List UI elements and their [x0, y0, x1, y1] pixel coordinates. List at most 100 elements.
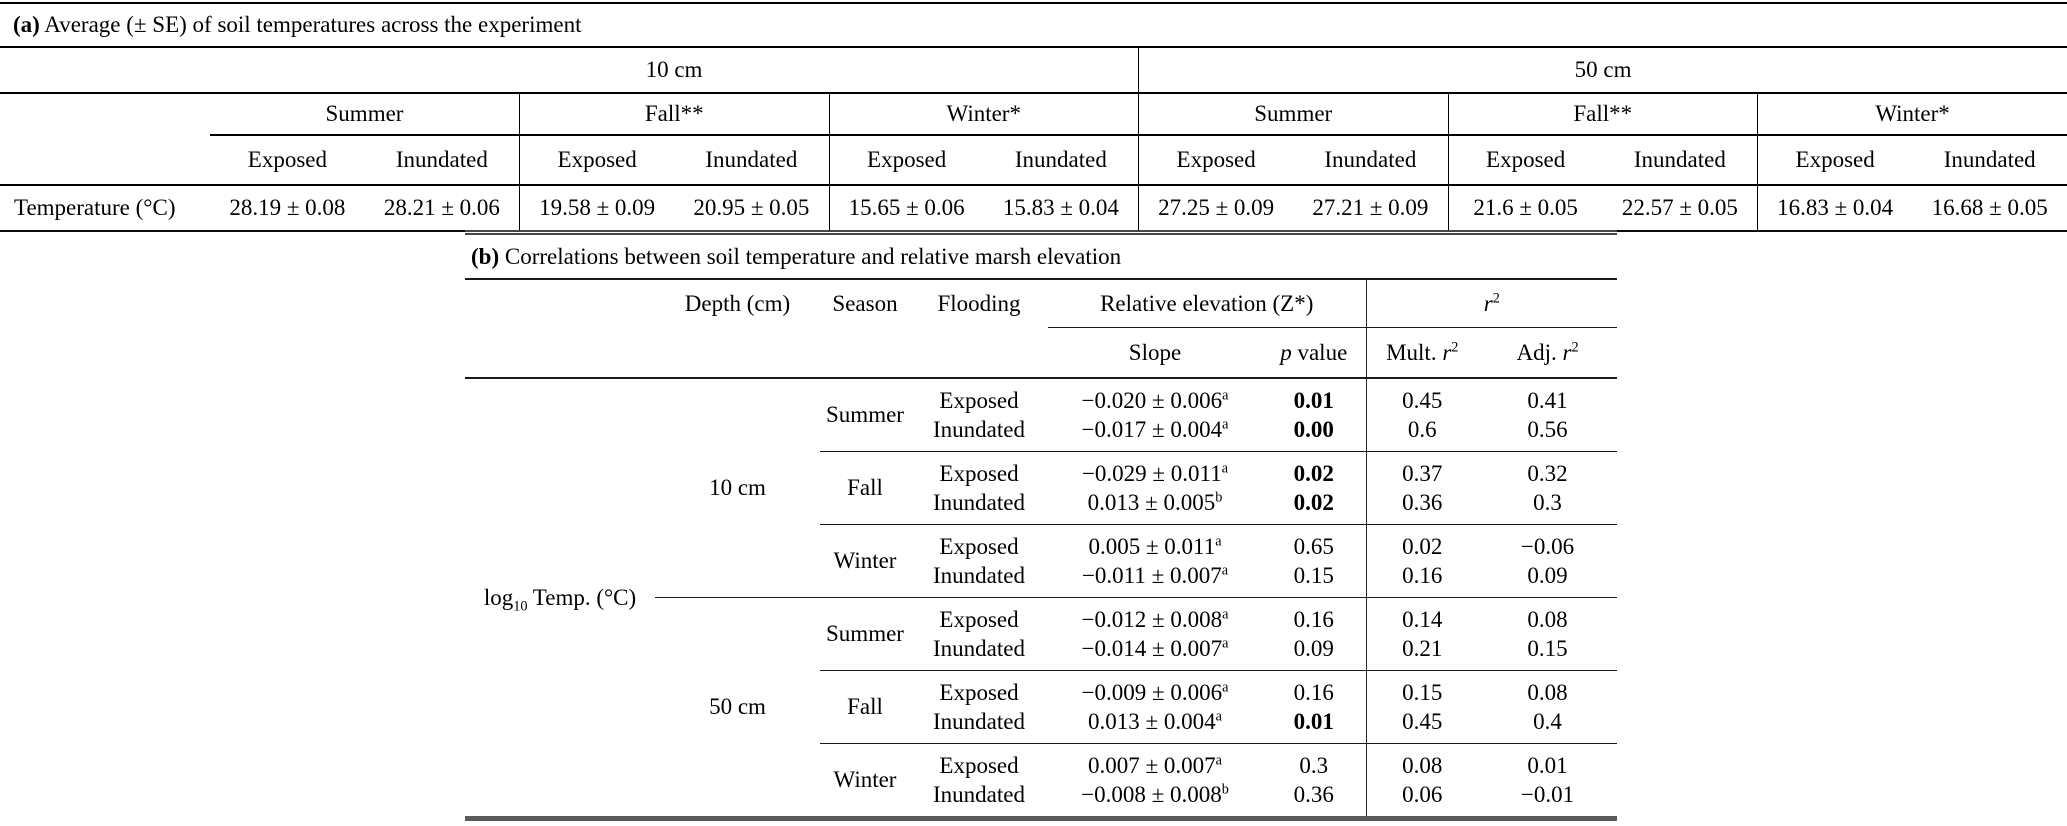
slope-note: a	[1222, 634, 1229, 651]
p-number: 0.3	[1299, 752, 1329, 778]
slope-number: −0.012 ± 0.008	[1081, 606, 1223, 632]
slope-value: −0.008 ± 0.008b	[1048, 780, 1262, 819]
log-rest: Temp. (°C)	[527, 584, 637, 610]
depth-header-50cm: 50 cm	[1138, 47, 2067, 94]
table-a-title: (a) Average (± SE) of soil temperatures …	[0, 3, 2067, 48]
slope-value: 0.007 ± 0.007a	[1048, 743, 1262, 780]
temperature-data-row: Temperature (°C) 28.19 ± 0.08 28.21 ± 0.…	[0, 185, 2067, 232]
p-number: 0.09	[1293, 635, 1334, 661]
flooding-header: Inundated	[674, 135, 829, 186]
row-label-log10-temp: log10 Temp. (°C)	[465, 378, 655, 819]
season-cell: Fall	[820, 451, 910, 525]
slope-number: −0.014 ± 0.007	[1081, 635, 1223, 661]
mult-r2-value: 0.08	[1365, 743, 1478, 780]
p-value: 0.3	[1262, 743, 1366, 780]
empty-cell	[465, 279, 655, 328]
slope-number: 0.005 ± 0.011	[1088, 533, 1216, 559]
table-row: 50 cm Summer Exposed −0.012 ± 0.008a 0.1…	[465, 597, 1618, 819]
adj-r2-value: 0.09	[1527, 562, 1568, 588]
flooding-header: Inundated	[364, 135, 520, 186]
r-symbol: r	[1483, 290, 1493, 316]
flooding-header: Exposed	[1757, 135, 1913, 186]
correlation-table: (b) Correlations between soil temperatur…	[465, 230, 1618, 821]
flooding-cell: Exposed	[910, 743, 1048, 780]
r-exponent: 2	[1451, 338, 1459, 355]
table-b-header-row-2: Slope p value Mult. r2 Adj. r2	[465, 327, 1618, 379]
p-number: 0.02	[1293, 489, 1334, 515]
mult-r2-value: 0.6	[1365, 415, 1478, 452]
slope-value: −0.014 ± 0.007a	[1048, 634, 1262, 671]
season-column-header: Season	[832, 290, 898, 316]
table-a-title-text: Average (± SE) of soil temperatures acro…	[39, 12, 582, 37]
p-number: 0.16	[1293, 679, 1334, 705]
temperature-value: 15.65 ± 0.06	[828, 185, 984, 232]
p-number: 0.15	[1293, 562, 1334, 588]
mult-r2-value: 0.37	[1365, 451, 1478, 488]
p-number: 0.36	[1293, 781, 1334, 807]
temperature-value: 22.57 ± 0.05	[1602, 185, 1758, 232]
slope-number: 0.013 ± 0.004	[1088, 708, 1216, 734]
slope-number: 0.013 ± 0.005	[1087, 489, 1216, 515]
table-row: Fall Exposed −0.009 ± 0.006a 0.16 0.15 0…	[465, 670, 1618, 744]
mult-r2-value: 0.15	[1365, 670, 1478, 707]
temperature-value: 27.25 ± 0.09	[1138, 185, 1294, 232]
season-cell: Winter	[820, 524, 910, 598]
table-row: Inundated 0.013 ± 0.005b 0.02 0.36 0.3	[465, 488, 1617, 525]
slope-note: a	[1215, 707, 1222, 724]
flooding-cell: Exposed	[910, 524, 1048, 561]
empty-cell	[0, 135, 210, 186]
flooding-header: Exposed	[828, 135, 984, 186]
slope-column-header: Slope	[1048, 327, 1262, 379]
flooding-header: Exposed	[1447, 135, 1603, 186]
mult-r2-value: 0.02	[1365, 524, 1478, 561]
depth-cell-50cm: 50 cm	[655, 597, 820, 819]
p-value: 0.09	[1262, 634, 1366, 671]
slope-value: 0.005 ± 0.011a	[1048, 524, 1262, 561]
slope-note: a	[1221, 459, 1229, 476]
table-a-title-row: (a) Average (± SE) of soil temperatures …	[0, 3, 2067, 48]
adj-r2-value: 0.08	[1478, 670, 1618, 707]
slope-value: −0.017 ± 0.004a	[1048, 415, 1262, 452]
r-exponent: 2	[1571, 338, 1579, 355]
flooding-cell: Exposed	[910, 670, 1048, 707]
flooding-cell: Inundated	[933, 781, 1025, 807]
flooding-header-row: Exposed Inundated Exposed Inundated Expo…	[0, 135, 2067, 186]
p-value: 0.01	[1262, 378, 1366, 415]
temperature-value: 27.21 ± 0.09	[1293, 185, 1448, 232]
slope-note: a	[1222, 386, 1229, 403]
slope-note: a	[1221, 561, 1229, 578]
p-number: 0.01	[1293, 708, 1334, 734]
season-header: Fall**	[1447, 93, 1758, 136]
p-word: value	[1291, 339, 1348, 365]
season-header: Summer	[1138, 93, 1448, 136]
mult-r2-column-header: Mult. r2	[1365, 327, 1478, 379]
adj-r2-value: −0.01	[1520, 781, 1575, 807]
p-value: 0.02	[1262, 451, 1366, 488]
flooding-cell: Exposed	[910, 451, 1048, 488]
p-number: 0.02	[1293, 460, 1334, 486]
adj-r2-value: 0.3	[1533, 489, 1562, 515]
adj-r2-value: 0.15	[1527, 635, 1568, 661]
p-value: 0.01	[1262, 707, 1366, 744]
season-cell: Winter	[820, 743, 910, 819]
temperature-value: 21.6 ± 0.05	[1447, 185, 1603, 232]
slope-note: a	[1222, 605, 1229, 622]
flooding-header: Exposed	[1138, 135, 1294, 186]
flooding-cell: Exposed	[939, 387, 1019, 413]
temperature-value: 16.68 ± 0.05	[1912, 185, 2067, 232]
flooding-cell: Exposed	[910, 597, 1048, 634]
p-value: 0.65	[1262, 524, 1366, 561]
adj-r2-value: 0.08	[1478, 597, 1618, 634]
slope-note: b	[1221, 780, 1229, 797]
r-symbol: r	[1562, 339, 1572, 365]
slope-value: −0.020 ± 0.006a	[1048, 378, 1262, 415]
temperature-value: 19.58 ± 0.09	[519, 185, 675, 232]
log-base: log	[483, 584, 514, 610]
p-value: 0.16	[1262, 670, 1366, 707]
p-value: 0.16	[1262, 597, 1366, 634]
slope-value: 0.013 ± 0.004a	[1048, 707, 1262, 744]
slope-value: −0.011 ± 0.007a	[1048, 561, 1262, 598]
table-row: Winter Exposed 0.005 ± 0.011a 0.65 0.02 …	[465, 524, 1618, 598]
r-squared-header: r2	[1365, 279, 1618, 328]
p-value: 0.00	[1262, 415, 1366, 452]
